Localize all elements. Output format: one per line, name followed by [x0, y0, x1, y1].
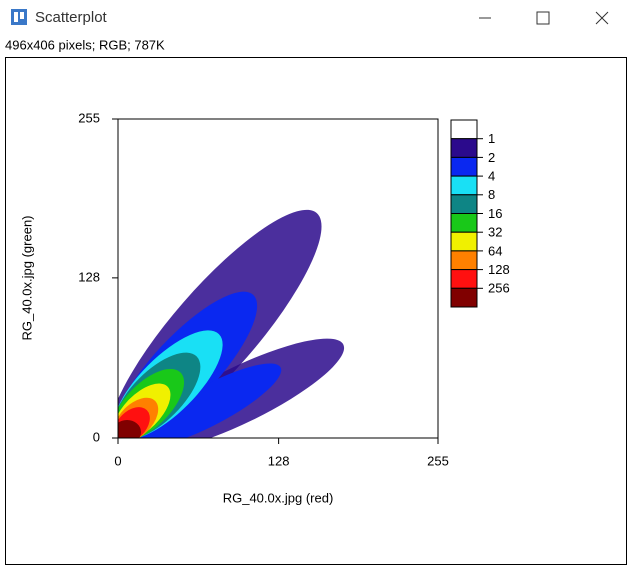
image-info: 496x406 pixels; RGB; 787K	[5, 37, 165, 52]
plot-frame	[117, 118, 439, 439]
legend-swatch	[450, 269, 478, 289]
legend-label: 2	[488, 150, 495, 165]
legend-label: 8	[488, 187, 495, 202]
density-cloud	[118, 209, 345, 438]
y-tick-label: 128	[78, 269, 100, 284]
legend-label: 16	[488, 206, 502, 221]
legend-label: 4	[488, 169, 495, 184]
window-title: Scatterplot	[35, 9, 108, 26]
legend-label: 64	[488, 243, 502, 258]
legend-swatch	[450, 194, 478, 215]
y-tick-label: 255	[78, 110, 100, 125]
legend-swatch	[450, 175, 478, 196]
close-button[interactable]	[595, 11, 609, 25]
x-axis-label: RG_40.0x.jpg (red)	[223, 490, 334, 505]
app-icon	[11, 9, 27, 25]
y-tick-label: 0	[93, 429, 100, 444]
legend-label: 256	[488, 281, 510, 296]
legend-swatch	[450, 213, 478, 233]
legend-label: 128	[488, 262, 510, 277]
maximize-button[interactable]	[536, 11, 550, 25]
legend-label: 32	[488, 225, 502, 240]
legend-swatch	[450, 231, 478, 252]
x-tick-label: 128	[268, 453, 290, 468]
legend-empty-box	[450, 119, 478, 140]
canvas-border	[5, 57, 627, 565]
legend-swatch	[450, 250, 478, 271]
legend-label: 1	[488, 131, 495, 146]
x-tick-label: 255	[427, 453, 449, 468]
legend-swatch	[450, 138, 478, 158]
x-tick-label: 0	[114, 453, 121, 468]
generated: 0 128 255 0 128 255 1 2 4 8 16 32 64 128 256	[78, 110, 509, 468]
legend-swatch	[450, 287, 478, 308]
y-axis-label: RG_40.0x.jpg (green)	[19, 215, 34, 340]
legend-swatch	[450, 156, 478, 177]
